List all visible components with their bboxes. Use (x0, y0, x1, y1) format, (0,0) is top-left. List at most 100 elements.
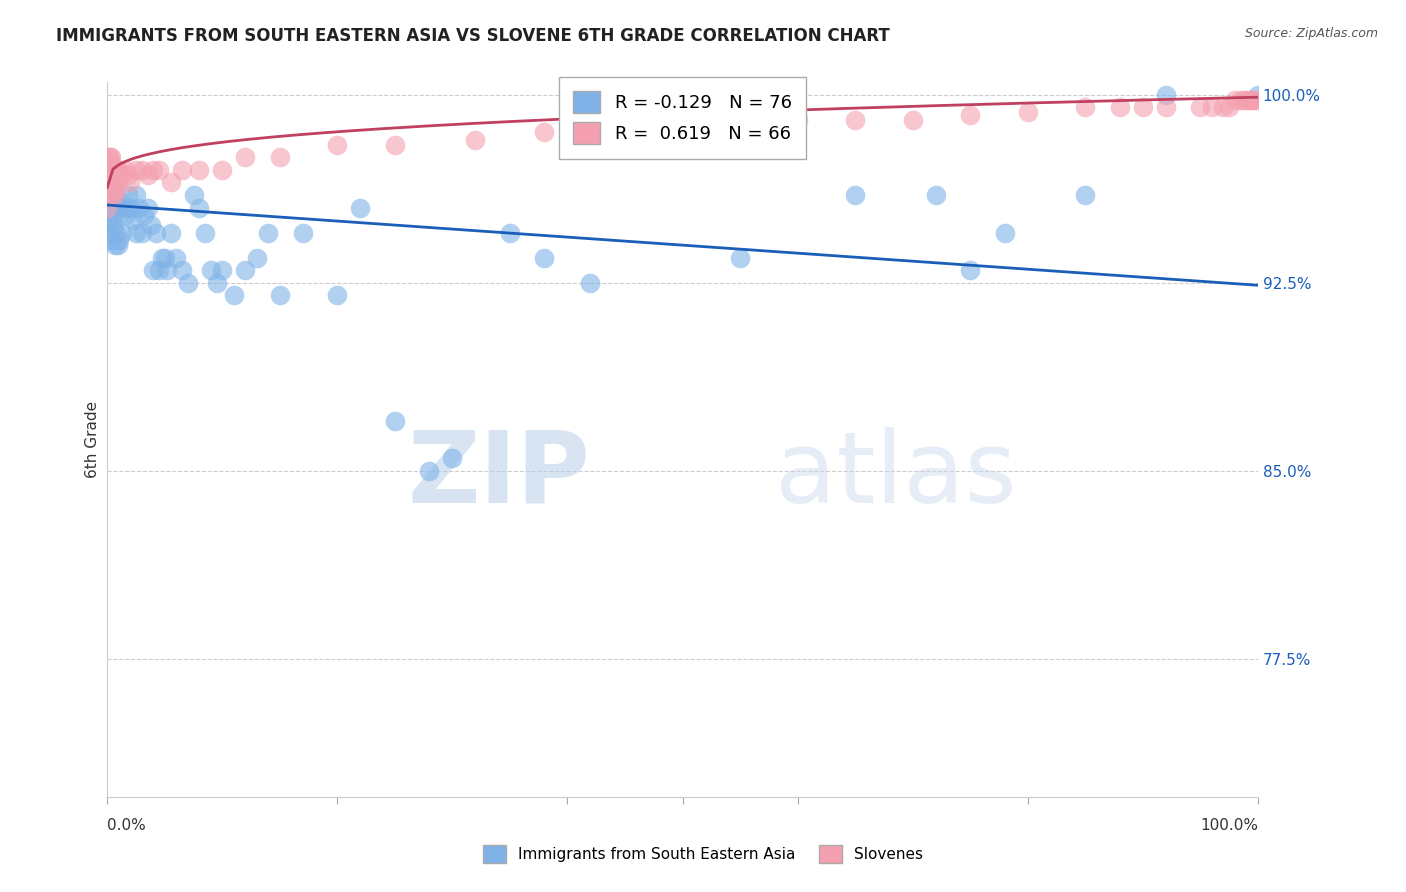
Point (100, 168, 122, 182)
Point (107, 233, 129, 247)
Point (105, 183, 128, 197)
Point (1108, 100, 1130, 114)
Text: 100.0%: 100.0% (1199, 818, 1258, 833)
Point (101, 176, 124, 190)
Point (188, 201, 211, 215)
Point (159, 176, 181, 190)
Point (107, 162, 129, 177)
Point (110, 201, 132, 215)
Point (98, 213, 121, 227)
Point (103, 188, 125, 202)
Point (1154, 87, 1177, 102)
Point (114, 201, 136, 215)
Point (100, 168, 122, 182)
Point (101, 162, 124, 177)
Point (104, 201, 127, 215)
Point (1229, 93, 1251, 107)
Point (117, 188, 139, 202)
Point (257, 226, 280, 240)
Point (98, 162, 121, 177)
Point (844, 188, 866, 202)
Point (148, 162, 170, 177)
Point (1247, 87, 1270, 102)
Point (98, 162, 121, 177)
Point (1237, 93, 1260, 107)
Point (222, 288, 245, 302)
Point (183, 188, 205, 202)
Text: IMMIGRANTS FROM SOUTH EASTERN ASIA VS SLOVENE 6TH GRADE CORRELATION CHART: IMMIGRANTS FROM SOUTH EASTERN ASIA VS SL… (56, 27, 890, 45)
Point (233, 263, 256, 277)
Point (97, 150, 120, 164)
Point (104, 238, 127, 252)
Point (114, 208, 136, 222)
Point (326, 137, 349, 152)
Point (1234, 93, 1257, 107)
Point (103, 188, 125, 202)
Point (101, 176, 124, 190)
Point (1201, 100, 1223, 114)
Point (1244, 93, 1267, 107)
Point (120, 201, 142, 215)
Point (205, 276, 228, 290)
Point (959, 108, 981, 122)
Point (111, 226, 134, 240)
Point (100, 201, 122, 215)
Point (326, 288, 349, 302)
Point (152, 251, 174, 265)
Point (121, 213, 143, 227)
Point (170, 263, 193, 277)
Point (125, 162, 148, 177)
Point (384, 137, 406, 152)
Point (128, 201, 150, 215)
Point (728, 112, 751, 127)
Point (156, 263, 179, 277)
Point (165, 251, 187, 265)
Point (728, 251, 751, 265)
Point (139, 218, 162, 232)
Point (188, 162, 211, 177)
Point (994, 226, 1017, 240)
Point (132, 208, 155, 222)
Point (110, 168, 132, 182)
Point (291, 226, 314, 240)
Point (1074, 188, 1097, 202)
Point (200, 263, 222, 277)
Point (145, 226, 167, 240)
Point (1212, 100, 1234, 114)
Legend: R = -0.129   N = 76, R =  0.619   N = 66: R = -0.129 N = 76, R = 0.619 N = 66 (558, 77, 806, 159)
Point (104, 176, 127, 190)
Point (153, 251, 176, 265)
Point (246, 251, 269, 265)
Point (844, 112, 866, 127)
Point (101, 183, 124, 197)
Point (499, 226, 522, 240)
Point (101, 193, 124, 207)
Point (97, 201, 120, 215)
Point (269, 150, 291, 164)
Text: Source: ZipAtlas.com: Source: ZipAtlas.com (1244, 27, 1378, 40)
Point (1243, 93, 1265, 107)
Point (1074, 100, 1097, 114)
Point (105, 162, 128, 177)
Point (100, 150, 122, 164)
Point (100, 233, 122, 247)
Point (98, 150, 121, 164)
Point (101, 158, 124, 172)
Point (97, 188, 120, 202)
Point (159, 226, 181, 240)
Legend: Immigrants from South Eastern Asia, Slovenes: Immigrants from South Eastern Asia, Slov… (471, 832, 935, 875)
Point (97, 176, 120, 190)
Point (1241, 93, 1264, 107)
Text: atlas: atlas (775, 426, 1017, 524)
Point (384, 414, 406, 428)
Point (614, 125, 637, 139)
Point (1154, 100, 1177, 114)
Point (901, 112, 924, 127)
Point (114, 162, 136, 177)
Point (1218, 100, 1240, 114)
Point (211, 263, 233, 277)
Point (98, 176, 121, 190)
Point (136, 168, 159, 182)
Point (233, 150, 256, 164)
Point (101, 201, 124, 215)
